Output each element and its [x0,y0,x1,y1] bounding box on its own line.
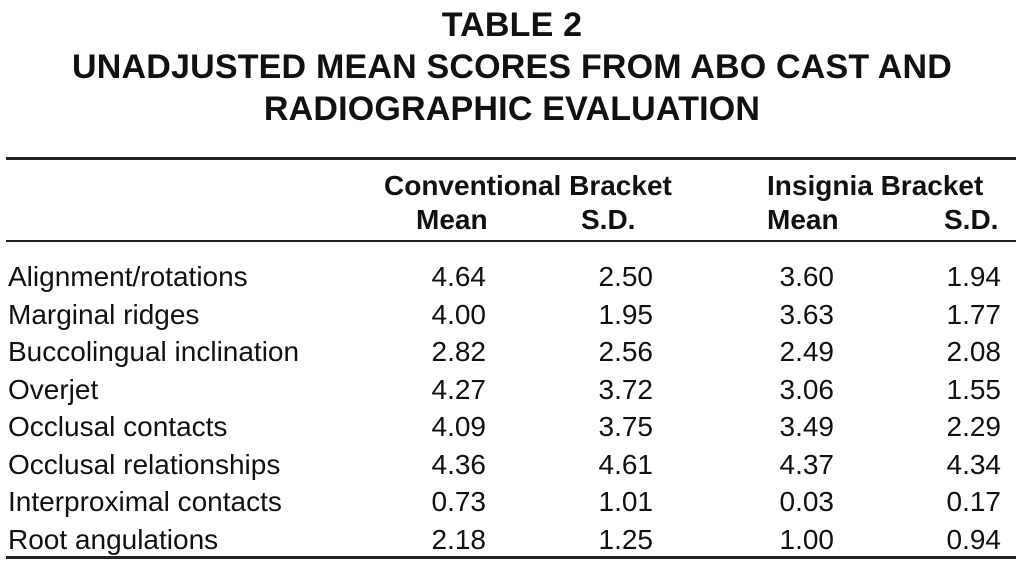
insignia-sd-cell: 0.94 [946,523,1002,555]
insignia-sd-cell: 4.34 [946,448,1002,480]
conventional-sd-cell: 2.56 [598,336,654,367]
row-label: Overjet [8,373,99,405]
table-row: Interproximal contacts 0.73 1.01 0.03 0.… [0,483,1024,521]
table-row: Alignment/rotations 4.64 2.50 3.60 1.94 [0,258,1024,296]
conventional-mean-cell: 0.73 [431,486,487,517]
conventional-mean-cell: 4.64 [431,261,487,292]
conventional-mean-cell: 4.36 [431,448,487,480]
conventional-mean-cell: 2.82 [431,336,487,367]
conventional-sd-cell: 1.95 [598,298,654,330]
row-label: Occlusal contacts [8,411,228,442]
subheader-conventional-mean: Mean [416,204,488,235]
title-line-1: TABLE 2 [441,6,583,44]
header-rule [6,240,1016,242]
row-label: Buccolingual inclination [8,336,300,367]
conventional-sd-cell: 2.50 [598,261,654,292]
insignia-mean-cell: 1.00 [779,523,835,555]
conventional-sd-cell: 4.61 [598,448,654,480]
conventional-mean-cell: 4.09 [431,411,487,442]
row-label: Marginal ridges [8,298,200,330]
table-row: Occlusal relationships 4.36 4.61 4.37 4.… [0,446,1024,484]
row-label: Alignment/rotations [8,261,248,292]
title-line-3: RADIOGRAPHIC EVALUATION [263,90,761,128]
insignia-mean-cell: 3.63 [779,298,835,330]
table-row: Root angulations 2.18 1.25 1.00 0.94 [0,521,1024,559]
bottom-rule [6,556,1016,559]
table-title: TABLE 2 UNADJUSTED MEAN SCORES FROM ABO … [0,4,1024,130]
table-row: Overjet 4.27 3.72 3.06 1.55 [0,371,1024,409]
row-label: Root angulations [8,523,219,555]
conventional-sd-cell: 3.72 [598,373,654,405]
table-row: Buccolingual inclination 2.82 2.56 2.49 … [0,333,1024,371]
insignia-sd-cell: 0.17 [946,486,1002,517]
insignia-sd-cell: 1.94 [946,261,1002,292]
subheader-conventional-sd: S.D. [581,204,636,235]
insignia-mean-cell: 3.60 [779,261,835,292]
insignia-mean-cell: 0.03 [779,486,835,517]
group-header-conventional: Conventional Bracket [384,170,672,201]
row-label: Occlusal relationships [8,448,281,480]
subheader-insignia-mean: Mean [767,204,839,235]
title-line-2: UNADJUSTED MEAN SCORES FROM ABO CAST AND [71,48,953,86]
conventional-mean-cell: 4.00 [431,298,487,330]
conventional-mean-cell: 2.18 [431,523,487,555]
row-label: Interproximal contacts [8,486,282,517]
conventional-sd-cell: 1.25 [598,523,654,555]
insignia-sd-cell: 2.08 [946,336,1002,367]
insignia-sd-cell: 1.77 [946,298,1002,330]
insignia-mean-cell: 3.06 [779,373,835,405]
table-row: Occlusal contacts 4.09 3.75 3.49 2.29 [0,408,1024,446]
insignia-sd-cell: 1.55 [946,373,1002,405]
conventional-sd-cell: 1.01 [598,486,654,517]
top-rule [6,157,1016,160]
table-body: Alignment/rotations 4.64 2.50 3.60 1.94 … [0,258,1024,558]
insignia-sd-cell: 2.29 [946,411,1002,442]
insignia-mean-cell: 2.49 [779,336,835,367]
subheader-insignia-sd: S.D. [944,204,999,235]
conventional-sd-cell: 3.75 [598,411,654,442]
insignia-mean-cell: 4.37 [779,448,835,480]
conventional-mean-cell: 4.27 [431,373,487,405]
table-row: Marginal ridges 4.00 1.95 3.63 1.77 [0,296,1024,334]
insignia-mean-cell: 3.49 [779,411,835,442]
group-header-insignia: Insignia Bracket [767,170,984,201]
